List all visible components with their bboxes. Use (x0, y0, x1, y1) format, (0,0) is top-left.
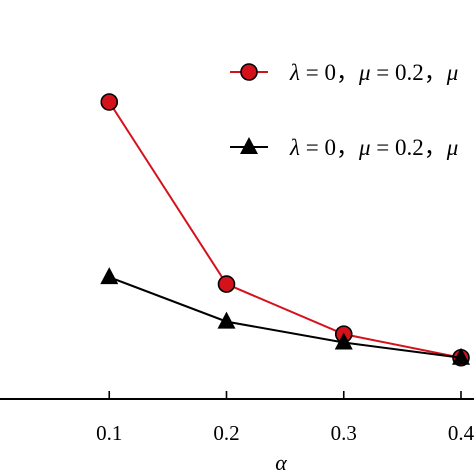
series-2 (100, 267, 470, 365)
legend-item-series-2: λ = 0，μ = 0.2，μ (230, 135, 458, 160)
series-2-point-3 (334, 332, 353, 350)
x-tick-label-2: 0.2 (213, 421, 239, 445)
series-2-line (108, 276, 462, 359)
series-1-point-2 (217, 275, 236, 293)
x-tick-label-1: 0.1 (96, 421, 122, 445)
legend-label-series-2: λ = 0，μ = 0.2，μ (289, 135, 458, 160)
x-tick-labels: 0.1 0.2 0.3 0.4 (96, 421, 474, 445)
series-2-point-1 (100, 267, 119, 285)
series-layer (100, 93, 470, 367)
series-1-line (108, 101, 462, 359)
x-tick-label-3: 0.3 (331, 421, 357, 445)
x-axis-title: α (275, 450, 287, 474)
series-2-point-4 (452, 347, 470, 365)
series-2-point-2 (217, 311, 236, 329)
legend-item-series-1: λ = 0，μ = 0.2，μ (230, 60, 458, 85)
legend-label-series-1: λ = 0，μ = 0.2，μ (289, 60, 458, 85)
x-ticks (108, 391, 462, 399)
series-1-point-1 (100, 93, 119, 111)
x-tick-label-4: 0.4 (448, 421, 474, 445)
legend-marker-series-2 (240, 137, 258, 154)
legend-marker-series-1 (240, 63, 258, 81)
legend: λ = 0，μ = 0.2，μ λ = 0，μ = 0.2，μ (230, 60, 458, 160)
